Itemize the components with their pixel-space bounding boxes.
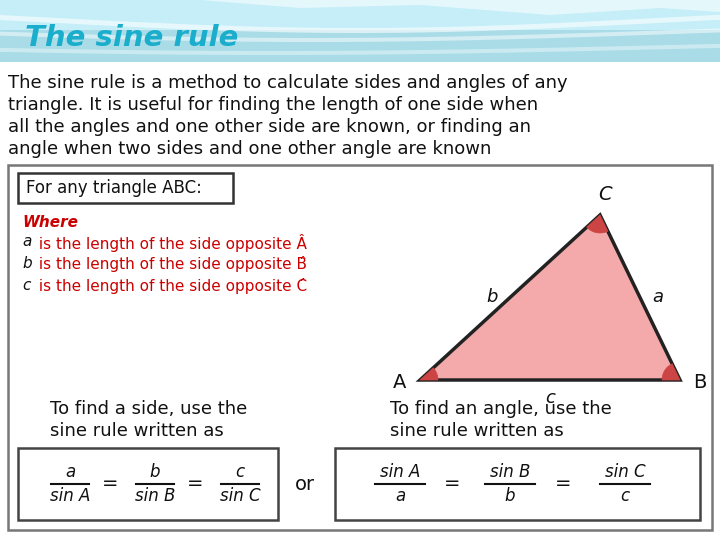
- Text: B: B: [693, 373, 707, 392]
- Text: c: c: [235, 463, 245, 481]
- Text: a: a: [395, 487, 405, 505]
- Text: sin A: sin A: [50, 487, 90, 505]
- Polygon shape: [420, 215, 680, 380]
- Text: sin B: sin B: [135, 487, 175, 505]
- Text: The sine rule: The sine rule: [25, 24, 238, 52]
- Text: is the length of the side opposite Ĉ: is the length of the side opposite Ĉ: [34, 278, 307, 294]
- Bar: [8, 165, 712, 530]
- Text: angle when two sides and one other angle are known: angle when two sides and one other angle…: [8, 140, 491, 158]
- Polygon shape: [587, 215, 608, 233]
- Text: For any triangle ABC:: For any triangle ABC:: [26, 179, 202, 197]
- Text: triangle. It is useful for finding the length of one side when: triangle. It is useful for finding the l…: [8, 96, 538, 114]
- Text: or: or: [295, 475, 315, 494]
- Text: a: a: [65, 463, 75, 481]
- Text: To find an angle, use the: To find an angle, use the: [390, 400, 612, 418]
- Bar: [18, 173, 233, 203]
- Bar: [0, 0, 720, 62]
- Text: sine rule written as: sine rule written as: [50, 422, 224, 440]
- Text: The sine rule is a method to calculate sides and angles of any: The sine rule is a method to calculate s…: [8, 74, 567, 92]
- Text: Where: Where: [22, 215, 78, 230]
- Polygon shape: [0, 15, 720, 33]
- Text: =: =: [554, 475, 571, 494]
- Text: To find a side, use the: To find a side, use the: [50, 400, 247, 418]
- Text: A: A: [393, 373, 407, 392]
- Text: =: =: [102, 475, 118, 494]
- Bar: [0, 0, 720, 30]
- Text: sin B: sin B: [490, 463, 530, 481]
- Text: =: =: [186, 475, 203, 494]
- Text: =: =: [444, 475, 460, 494]
- Text: b: b: [150, 463, 161, 481]
- Bar: [18, 448, 278, 520]
- Text: b: b: [505, 487, 516, 505]
- Text: sin C: sin C: [220, 487, 261, 505]
- Bar: [0, 62, 720, 540]
- Text: b: b: [486, 288, 498, 307]
- Text: is the length of the side opposite B̂: is the length of the side opposite B̂: [34, 256, 307, 272]
- Polygon shape: [0, 0, 720, 15]
- Text: sin C: sin C: [605, 463, 645, 481]
- Text: a: a: [652, 288, 664, 307]
- Bar: [335, 448, 700, 520]
- Polygon shape: [0, 44, 720, 55]
- Text: c: c: [621, 487, 629, 505]
- Text: c: c: [545, 389, 555, 407]
- Text: b: b: [22, 256, 32, 271]
- Polygon shape: [420, 368, 438, 380]
- Text: sin A: sin A: [380, 463, 420, 481]
- Text: all the angles and one other side are known, or finding an: all the angles and one other side are kn…: [8, 118, 531, 136]
- Polygon shape: [0, 29, 720, 42]
- Polygon shape: [662, 364, 680, 380]
- Text: sine rule written as: sine rule written as: [390, 422, 564, 440]
- Text: C: C: [598, 186, 612, 205]
- Text: c: c: [22, 278, 30, 293]
- Text: a: a: [22, 234, 32, 249]
- Text: is the length of the side opposite Â: is the length of the side opposite Â: [34, 234, 307, 252]
